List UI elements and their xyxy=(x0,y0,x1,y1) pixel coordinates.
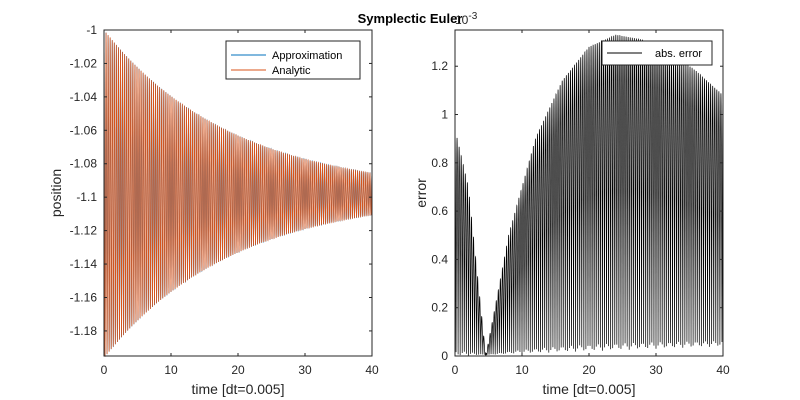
error-x-label: time [dt=0.005] xyxy=(542,381,635,397)
error-y-exponent: 10-3 xyxy=(455,11,478,27)
figure-title: Symplectic Euler xyxy=(358,11,463,26)
error-ticks: 0 10 20 30 40 0 0.2 0.4 0.6 0.8 1 1.2 xyxy=(431,30,730,377)
position-y-tick-label: -1.12 xyxy=(70,224,98,238)
position-y-tick-label: -1.02 xyxy=(70,56,98,70)
position-x-label: time [dt=0.005] xyxy=(191,381,284,397)
error-y-tick-label: 0.2 xyxy=(431,301,448,315)
legend-approximation-label: Approximation xyxy=(272,50,342,62)
error-y-exponent-base: 10 xyxy=(455,13,469,27)
abs-error-series-line xyxy=(454,34,724,357)
error-y-tick-label: 1 xyxy=(441,108,448,122)
error-axes: 0 10 20 30 40 0 0.2 0.4 0.6 0.8 1 1.2 time [dt=0.00… xyxy=(413,11,730,397)
position-x-tick-label: 10 xyxy=(164,363,178,377)
error-y-tick-label: 0.4 xyxy=(431,252,448,266)
error-y-tick-label: 0.8 xyxy=(431,156,448,170)
position-y-tick-label: -1.1 xyxy=(76,190,97,204)
position-y-tick-label: -1 xyxy=(86,23,97,37)
position-y-label: position xyxy=(48,169,64,217)
position-y-tick-label: -1.16 xyxy=(70,290,98,304)
position-x-tick-label: 40 xyxy=(365,363,379,377)
error-y-tick-label: 1.2 xyxy=(431,59,448,73)
position-legend-box xyxy=(225,40,361,80)
error-y-label: error xyxy=(413,178,429,208)
legend-error-label: abs. error xyxy=(655,48,702,60)
position-y-tick-label: -1.18 xyxy=(70,324,98,338)
position-x-tick-label: 30 xyxy=(298,363,312,377)
error-x-tick-label: 30 xyxy=(649,363,663,377)
position-x-tick-label: 0 xyxy=(101,363,108,377)
error-x-tick-label: 10 xyxy=(515,363,529,377)
error-x-tick-label: 0 xyxy=(452,363,459,377)
error-x-tick-label: 20 xyxy=(582,363,596,377)
error-y-tick-label: 0.6 xyxy=(431,204,448,218)
legend-analytic-label: Analytic xyxy=(272,65,311,77)
error-y-exponent-power: -3 xyxy=(468,11,477,22)
error-y-tick-label: 0 xyxy=(441,349,448,363)
position-y-tick-label: -1.06 xyxy=(70,123,98,137)
error-legend: abs. error xyxy=(601,40,713,66)
position-y-tick-label: -1.08 xyxy=(70,157,98,171)
position-legend: Approximation Analytic xyxy=(225,40,361,80)
position-x-tick-label: 20 xyxy=(231,363,245,377)
error-x-tick-label: 40 xyxy=(716,363,730,377)
position-ticks: 0 10 20 30 40 -1.18 -1.16 -1.14 -1.12 -1.1 -1.08 -1… xyxy=(70,23,379,377)
position-axes: 0 10 20 30 40 -1.18 -1.16 -1.14 -1.12 -1.1 -1.08 -1… xyxy=(48,23,379,397)
error-plot-area xyxy=(454,34,724,357)
position-y-tick-label: -1.14 xyxy=(70,257,98,271)
analytic-series-line xyxy=(103,30,373,357)
position-y-tick-label: -1.04 xyxy=(70,90,98,104)
position-plot-area xyxy=(103,29,373,357)
